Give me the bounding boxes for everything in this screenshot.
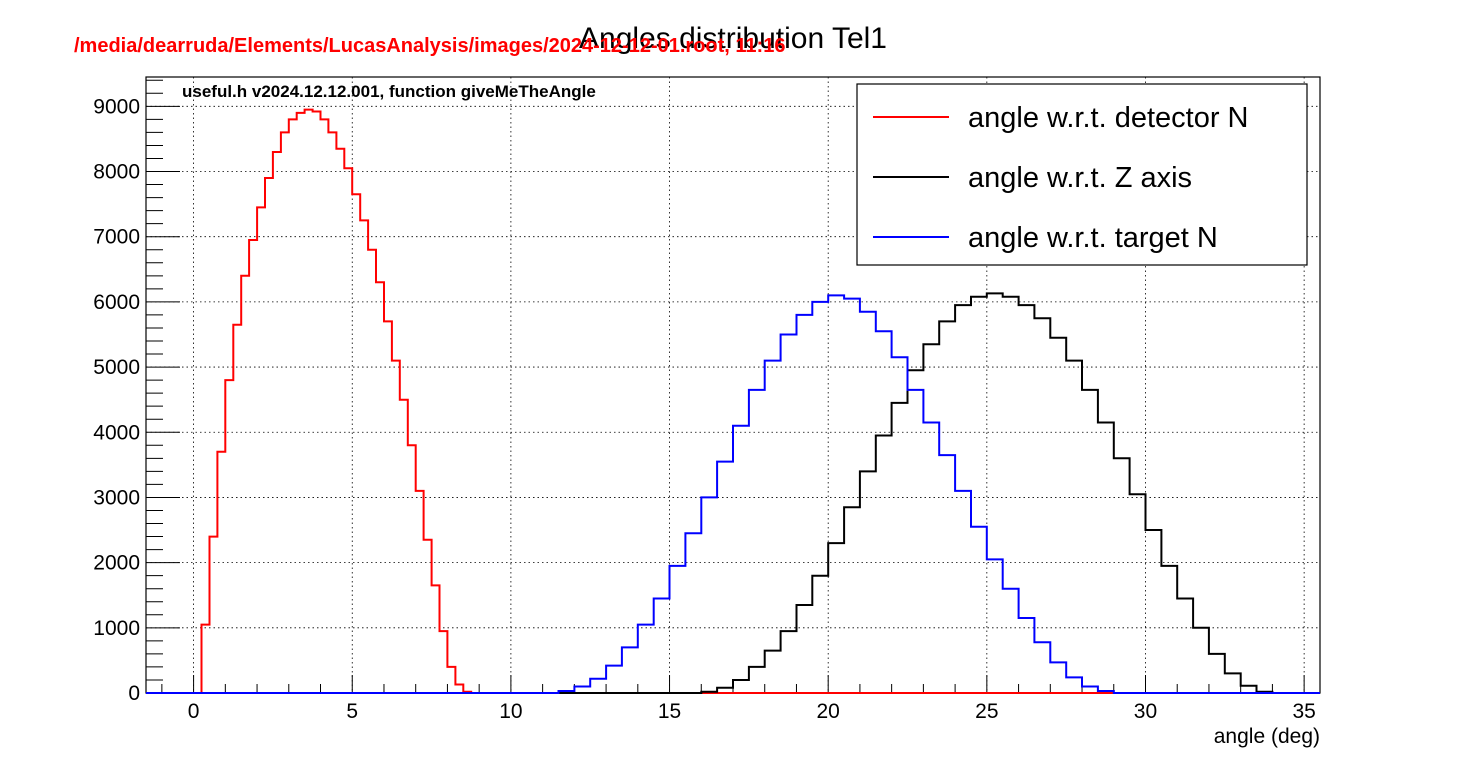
y-tick-label: 3000 — [93, 486, 140, 509]
version-label: useful.h v2024.12.12.001, function giveM… — [182, 82, 596, 101]
y-axis: 0 1000 2000 3000 4000 5000 6000 7000 8000 9000 — [93, 79, 180, 705]
chart-title: Angles distribution Tel1 — [579, 22, 887, 55]
file-path-label: /media/dearruda/Elements/LucasAnalysis/i… — [74, 35, 785, 57]
y-tick-label: 4000 — [93, 421, 140, 444]
y-tick-label: 6000 — [93, 291, 140, 314]
x-tick-label: 35 — [1292, 700, 1315, 723]
legend: angle w.r.t. detector N angle w.r.t. Z ax… — [856, 83, 1308, 266]
x-tick-label: 0 — [188, 700, 200, 723]
x-axis: 0 5 10 15 20 25 30 35 — [161, 675, 1316, 723]
y-tick-label: 7000 — [93, 226, 140, 249]
histogram-curves — [146, 108, 1320, 694]
series-line-3 — [146, 294, 1320, 694]
x-tick-label: 30 — [1134, 700, 1157, 723]
x-tick-label: 10 — [499, 700, 522, 723]
y-tick-label: 2000 — [93, 552, 140, 575]
legend-label-2: angle w.r.t. Z axis — [968, 162, 1192, 194]
x-tick-label: 15 — [658, 700, 681, 723]
y-tick-label: 0 — [128, 682, 140, 705]
y-tick-label: 5000 — [93, 356, 140, 379]
legend-label-1: angle w.r.t. detector N — [968, 102, 1248, 134]
x-tick-label: 20 — [817, 700, 840, 723]
y-tick-label: 9000 — [93, 95, 140, 118]
y-tick-label: 8000 — [93, 161, 140, 184]
series-line-2 — [146, 292, 1320, 694]
legend-label-3: angle w.r.t. target N — [968, 222, 1218, 254]
series-line-1 — [146, 108, 1320, 694]
x-tick-label: 5 — [346, 700, 358, 723]
legend-box — [856, 83, 1308, 266]
x-axis-label: angle (deg) — [1214, 725, 1320, 748]
y-tick-label: 1000 — [93, 617, 140, 640]
x-tick-label: 25 — [975, 700, 998, 723]
